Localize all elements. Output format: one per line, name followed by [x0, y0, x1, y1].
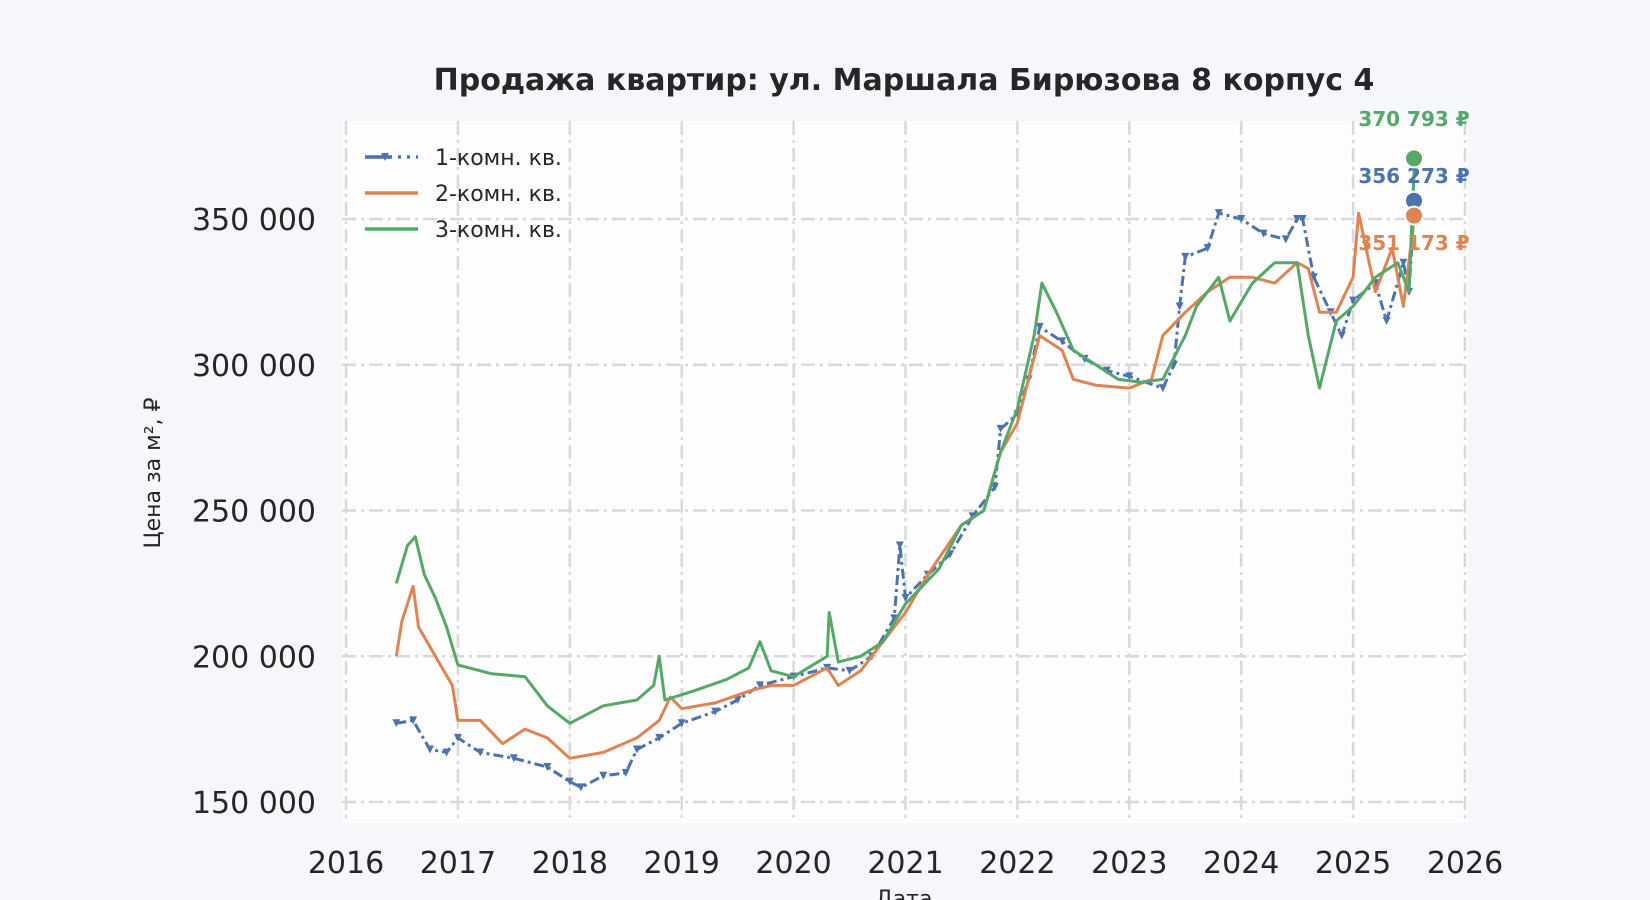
point-marker — [453, 733, 462, 742]
end-value-label: 370 793 ₽ — [1358, 107, 1469, 131]
point-marker — [901, 593, 910, 602]
point-marker — [733, 695, 742, 704]
point-marker — [1237, 215, 1246, 223]
point-marker — [1337, 331, 1346, 340]
point-marker — [845, 666, 854, 675]
point-marker — [565, 777, 574, 786]
point-marker — [711, 707, 720, 716]
point-marker — [1281, 235, 1290, 244]
point-marker — [1175, 302, 1184, 311]
point-marker — [476, 748, 485, 757]
x-tick-label: 2019 — [644, 846, 720, 881]
point-marker — [1309, 273, 1318, 282]
x-tick-label: 2025 — [1315, 846, 1391, 881]
y-tick-label: 300 000 — [192, 349, 316, 384]
point-marker — [1214, 209, 1223, 218]
point-marker — [1125, 372, 1134, 381]
point-marker — [599, 771, 608, 780]
point-marker — [425, 745, 434, 754]
legend-label-1room: 1-комн. кв. — [435, 146, 562, 171]
point-marker — [996, 424, 1005, 433]
point-marker — [1298, 215, 1307, 223]
series-line-2 — [394, 211, 1417, 760]
y-tick-label: 150 000 — [192, 786, 316, 821]
y-axis-label: Цена за м², ₽ — [141, 397, 166, 548]
point-marker — [576, 783, 585, 792]
end-markers: 356 273 ₽351 173 ₽370 793 ₽ — [1358, 107, 1469, 255]
point-marker — [1293, 215, 1302, 223]
point-marker — [543, 763, 552, 772]
point-marker — [677, 719, 686, 728]
point-marker — [1349, 296, 1358, 305]
point-marker — [1259, 229, 1268, 238]
chart-title: Продажа квартир: ул. Маршала Бирюзова 8 … — [434, 63, 1375, 98]
series-line-3 — [394, 158, 1417, 725]
point-marker — [1158, 384, 1167, 393]
point-marker — [392, 719, 401, 728]
point-marker — [1035, 322, 1044, 331]
point-marker — [655, 733, 664, 742]
point-marker — [895, 541, 904, 550]
end-value-label: 351 173 ₽ — [1358, 231, 1469, 255]
point-marker — [442, 748, 451, 757]
y-tick-label: 200 000 — [192, 640, 316, 675]
point-marker — [1058, 337, 1067, 346]
legend-item-2room: 2-комн. кв. — [365, 182, 562, 207]
point-marker — [509, 754, 518, 763]
x-tick-label: 2024 — [1203, 846, 1279, 881]
point-marker — [1181, 252, 1190, 261]
x-tick-label: 2016 — [308, 846, 384, 881]
series-lines — [392, 158, 1419, 792]
end-point-marker — [1404, 148, 1424, 169]
point-marker — [990, 483, 999, 492]
point-marker — [409, 716, 418, 725]
y-tick-label: 350 000 — [192, 203, 316, 238]
triangle-marker-icon — [381, 153, 389, 161]
point-marker — [632, 745, 641, 754]
x-axis-label: Дата — [876, 887, 933, 900]
point-marker — [890, 614, 899, 623]
point-marker — [621, 768, 630, 777]
x-tick-label: 2026 — [1427, 846, 1503, 881]
end-point-marker — [1404, 205, 1424, 226]
x-tick-label: 2020 — [755, 846, 831, 881]
tick-labels: 2016 2017 2018 2019 2020 2021 2022 2023 2024 2025… — [192, 203, 1503, 881]
point-marker — [755, 681, 764, 690]
legend-label-3room: 3-комн. кв. — [435, 218, 562, 243]
x-tick-label: 2021 — [867, 846, 943, 881]
x-tick-label: 2023 — [1091, 846, 1167, 881]
y-tick-label: 250 000 — [192, 495, 316, 530]
point-marker — [1203, 244, 1212, 253]
legend-item-1room: 1-комн. кв. — [365, 146, 562, 171]
x-tick-label: 2018 — [532, 846, 608, 881]
grid — [342, 121, 1468, 823]
x-tick-label: 2022 — [979, 846, 1055, 881]
legend-label-2room: 2-комн. кв. — [435, 182, 562, 207]
x-tick-label: 2017 — [420, 846, 496, 881]
point-marker — [1399, 258, 1408, 267]
point-marker — [1382, 317, 1391, 326]
legend: 1-комн. кв. 2-комн. кв. 3-комн. кв. — [365, 146, 562, 243]
legend-item-3room: 3-комн. кв. — [365, 218, 562, 243]
